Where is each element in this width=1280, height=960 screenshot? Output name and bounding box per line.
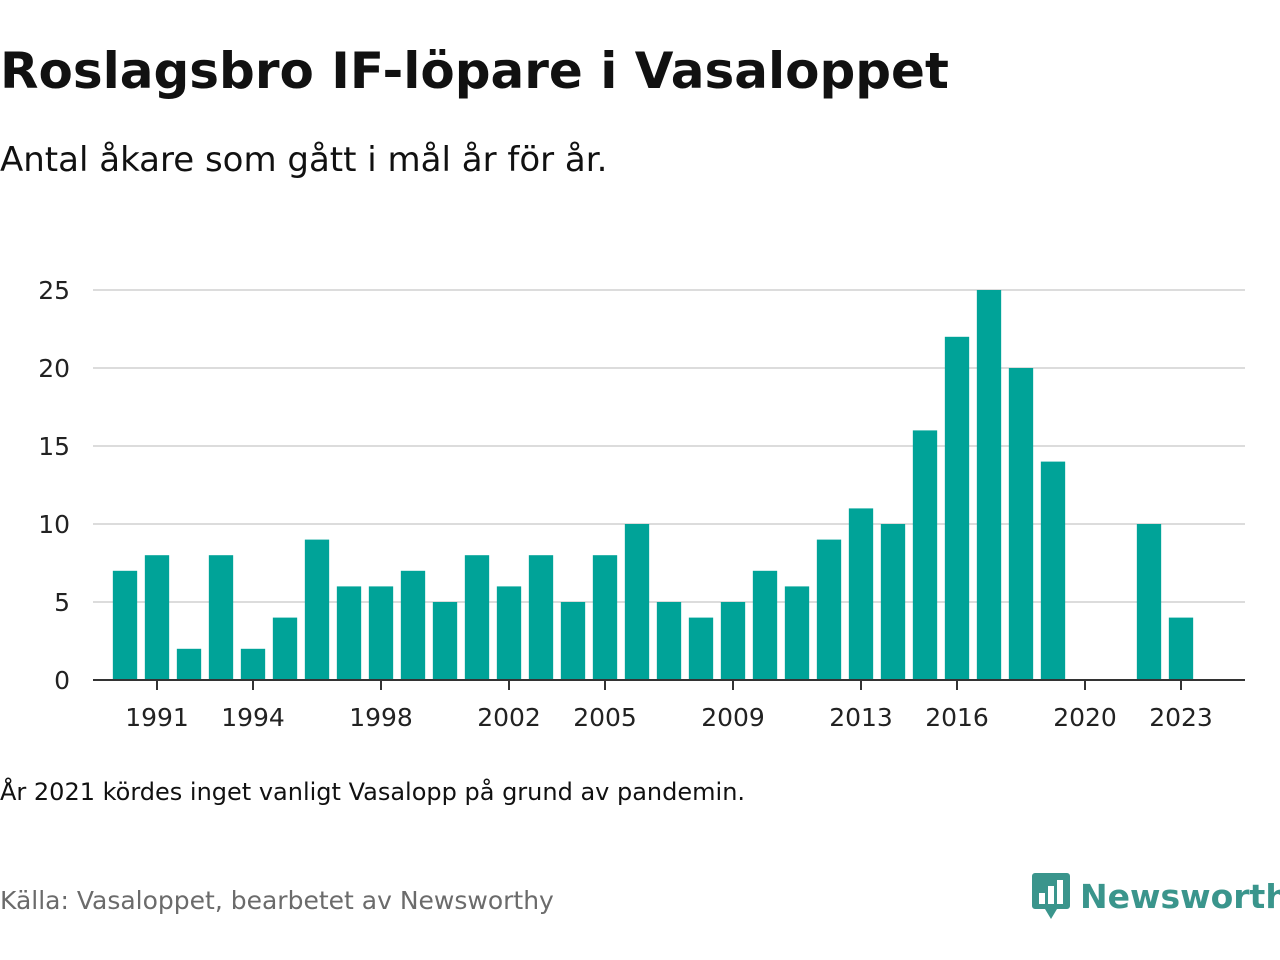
bar-2001 — [464, 555, 490, 680]
bar-2005 — [592, 555, 618, 680]
x-tick-label: 1994 — [221, 703, 285, 732]
x-tick-label: 2023 — [1149, 703, 1213, 732]
chart-subtitle: Antal åkare som gått i mål år för år. — [0, 140, 608, 180]
bar-2006 — [624, 524, 650, 680]
gridlines — [93, 289, 1245, 603]
bar-chart: 0 5 10 15 20 25 1991 1994 1998 2002 2005 2009 2013 2… — [38, 276, 1245, 732]
x-tick-label: 2013 — [829, 703, 893, 732]
x-tick-label: 2009 — [701, 703, 765, 732]
bar-1990 — [112, 570, 138, 680]
bar-1999 — [400, 570, 426, 680]
y-tick-label: 5 — [54, 588, 70, 617]
bar-2014 — [880, 524, 906, 680]
bar-2018 — [1008, 368, 1034, 680]
bar-1996 — [304, 539, 330, 680]
bar-2003 — [528, 555, 554, 680]
bar-2023 — [1168, 617, 1194, 680]
chart-note: År 2021 kördes inget vanligt Vasalopp på… — [0, 778, 746, 806]
chart-title: Roslagsbro IF-löpare i Vasaloppet — [0, 42, 949, 100]
x-tick-label: 1991 — [125, 703, 189, 732]
bar-2010 — [752, 570, 778, 680]
y-tick-label: 15 — [38, 432, 70, 461]
bar-2017 — [976, 290, 1002, 680]
bar-2008 — [688, 617, 714, 680]
bar-2004 — [560, 602, 586, 680]
bar-2022 — [1136, 524, 1162, 680]
x-tick-label: 2020 — [1053, 703, 1117, 732]
x-tick-label: 1998 — [349, 703, 413, 732]
bar-2013 — [848, 508, 874, 680]
source-text: Källa: Vasaloppet, bearbetet av Newswort… — [0, 886, 554, 915]
x-tick-label: 2005 — [573, 703, 637, 732]
bar-2015 — [912, 430, 938, 680]
y-tick-label: 10 — [38, 510, 70, 539]
bar-2011 — [784, 586, 810, 680]
bar-2019 — [1040, 461, 1066, 680]
bar-2016 — [944, 336, 970, 680]
y-tick-label: 25 — [38, 276, 70, 305]
y-tick-label: 20 — [38, 354, 70, 383]
y-axis-labels: 0 5 10 15 20 25 — [38, 276, 70, 695]
x-axis: 1991 1994 1998 2002 2005 2009 2013 2016 2020 2023 — [93, 679, 1245, 732]
bars — [112, 290, 1194, 680]
bar-2009 — [720, 602, 746, 680]
bar-1991 — [144, 555, 170, 680]
bar-1995 — [272, 617, 298, 680]
newsworthy-logo: Newsworthy — [1032, 870, 1280, 922]
bar-2012 — [816, 539, 842, 680]
y-tick-label: 0 — [54, 666, 70, 695]
bar-1997 — [336, 586, 362, 680]
bar-2000 — [432, 602, 458, 680]
bar-1992 — [176, 648, 202, 680]
bar-2007 — [656, 602, 682, 680]
bar-2002 — [496, 586, 522, 680]
brand-name: Newsworthy — [1080, 876, 1280, 916]
newsworthy-chart-bubble-icon — [1032, 873, 1070, 919]
x-tick-label: 2002 — [477, 703, 541, 732]
bar-1998 — [368, 586, 394, 680]
bar-1993 — [208, 555, 234, 680]
x-tick-label: 2016 — [925, 703, 989, 732]
bar-1994 — [240, 648, 266, 680]
